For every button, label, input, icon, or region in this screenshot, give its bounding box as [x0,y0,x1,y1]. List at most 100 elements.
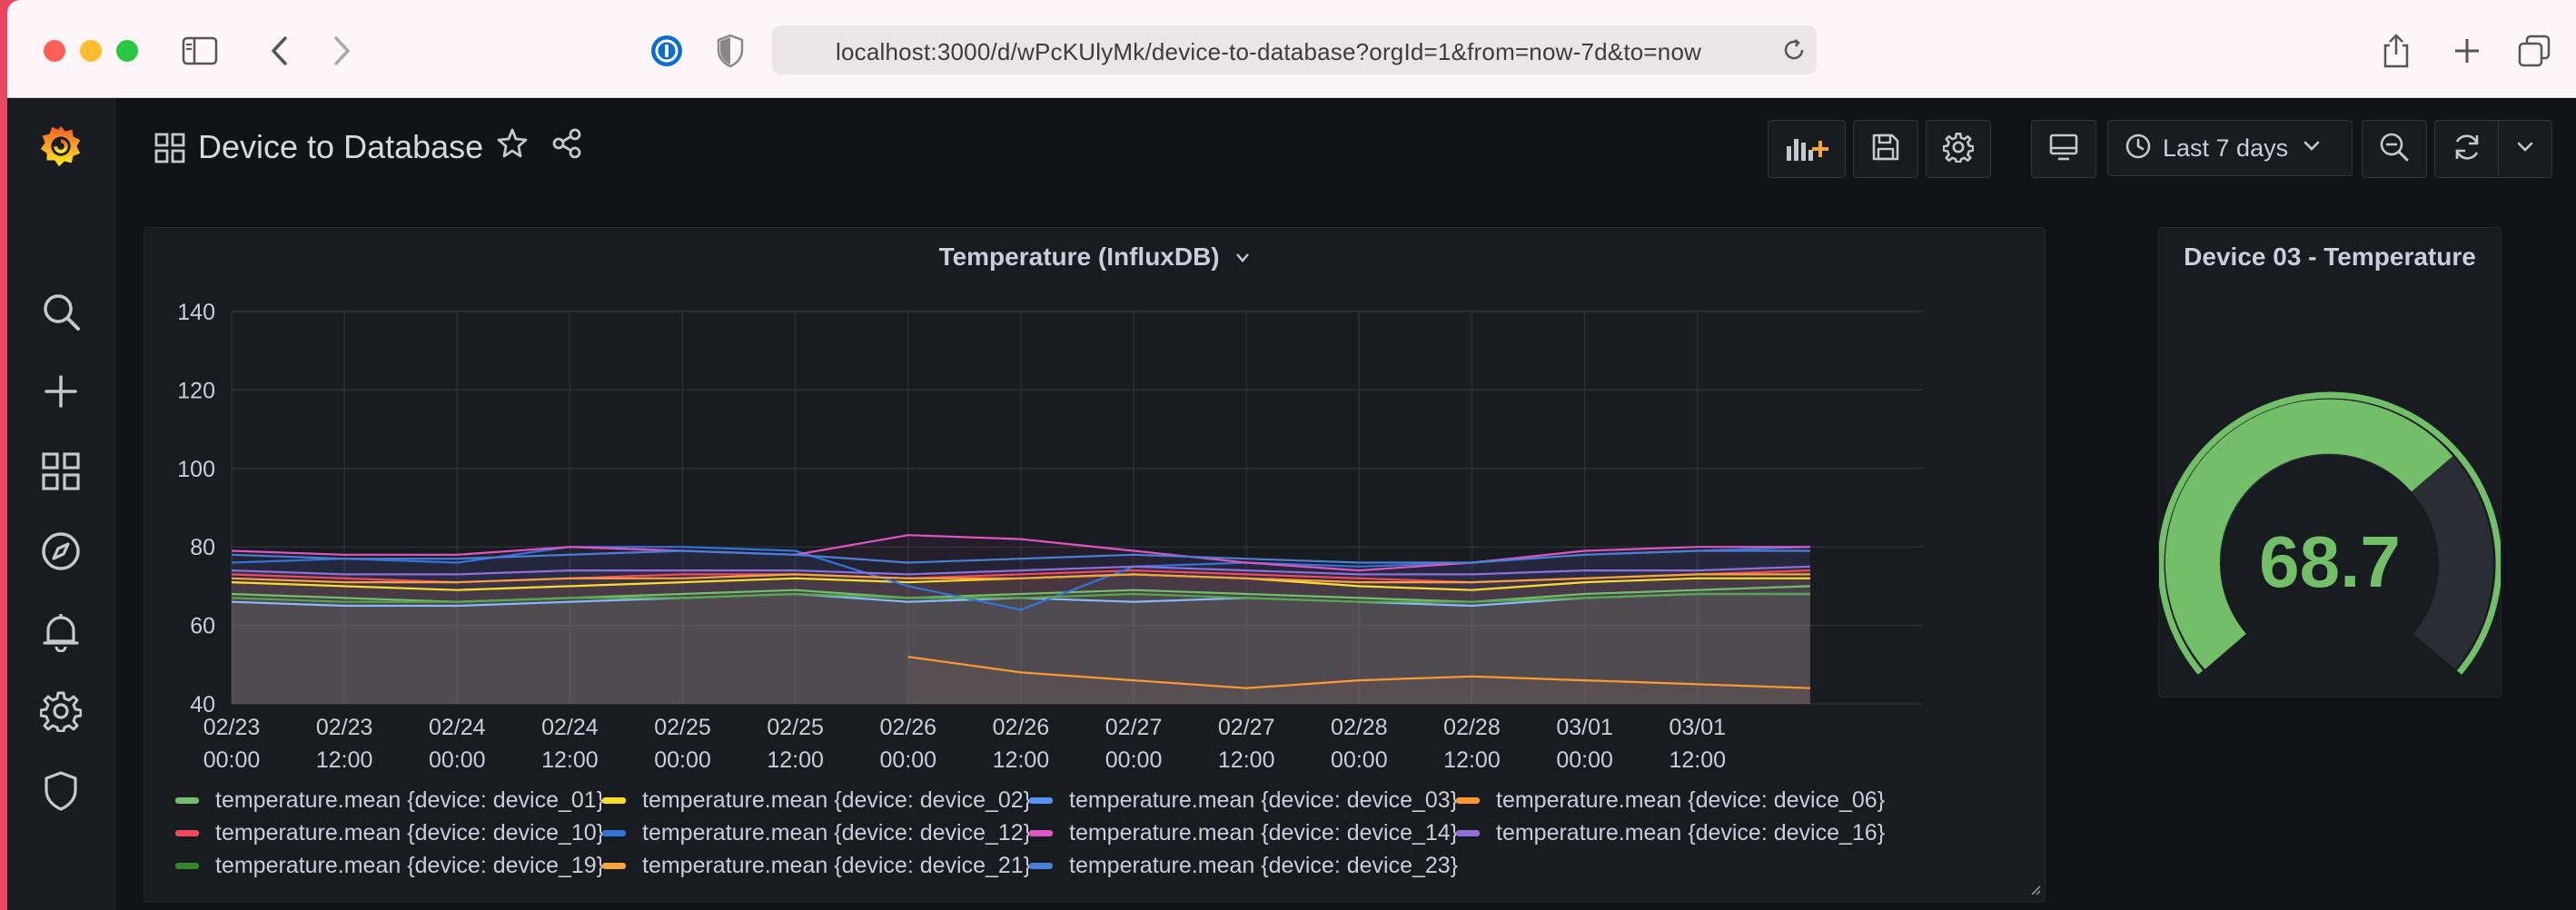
gauge-panel-title[interactable]: Device 03 - Temperature [2184,242,2476,271]
forward-icon[interactable] [318,27,365,74]
series-line [231,573,1810,584]
legend-swatch [1029,797,1053,804]
legend-item[interactable]: temperature.mean {device: device_21} [602,853,1031,879]
back-icon[interactable] [256,27,303,74]
device-03-gauge-panel: Device 03 - Temperature 68.7 [2158,227,2502,697]
refresh-interval-dropdown[interactable] [2498,120,2552,178]
zoom-out-icon [2379,132,2410,167]
save-dashboard-button[interactable] [1853,120,1918,178]
gear-icon [1942,132,1975,167]
series-line [231,534,1810,572]
series-line [231,592,1810,603]
close-window-button[interactable] [44,40,65,62]
password-manager-icon[interactable] [643,27,690,74]
x-tick-time: 12:00 [541,747,599,773]
legend-swatch [1456,830,1480,836]
x-tick-date: 02/25 [767,715,824,740]
legend-swatch [175,863,199,869]
star-icon[interactable] [496,127,529,164]
chart-lines [231,534,1810,689]
gauge-threshold-ring [2159,391,2501,675]
legend-label: temperature.mean {device: device_16} [1496,820,1886,846]
gauge-fill [2165,399,2453,669]
legend-item[interactable]: temperature.mean {device: device_06} [1456,787,1885,814]
legend-item[interactable]: temperature.mean {device: device_19} [175,853,604,879]
y-tick-label: 60 [190,614,215,639]
new-tab-icon[interactable] [2443,27,2491,74]
legend-swatch [1029,863,1053,869]
y-axis-ticks: 40 60 80 100 120 140 [177,300,215,717]
temperature-panel: Temperature (InfluxDB) 40 60 80 100 120 140 0… [144,227,2046,903]
share-dashboard-icon[interactable] [550,127,583,164]
chevron-down-icon [2516,141,2534,158]
legend-item[interactable]: temperature.mean {device: device_14} [1029,820,1458,846]
address-bar-url: localhost:3000/d/wPcKUlyMk/device-to-dat… [836,38,1702,65]
series-area [232,574,1810,704]
plus-icon[interactable] [35,365,87,418]
legend-swatch [602,797,626,804]
share-icon[interactable] [2373,27,2420,74]
tab-overview-icon[interactable] [2511,27,2558,74]
legend-label: temperature.mean {device: device_19} [215,853,605,878]
legend-item[interactable]: temperature.mean {device: device_12} [602,820,1031,846]
zoom-window-button[interactable] [116,40,138,62]
privacy-shield-icon[interactable] [707,27,754,74]
legend-swatch [175,830,199,836]
save-icon [1871,133,1900,166]
time-range-picker[interactable]: Last 7 days [2107,120,2353,176]
refresh-button[interactable] [2434,120,2500,178]
minimize-window-button[interactable] [80,40,102,62]
add-panel-button[interactable] [1768,120,1846,178]
resize-handle-icon[interactable] [2028,883,2041,900]
x-tick-time: 12:00 [993,747,1050,773]
series-area [232,594,1810,704]
search-icon[interactable] [35,285,87,338]
dashboard-settings-button[interactable] [1926,120,1991,178]
x-tick-time: 00:00 [1556,747,1613,773]
dashboard-title[interactable]: Device to Database [198,128,484,165]
x-tick-time: 00:00 [1331,747,1388,773]
chart-grid [231,311,1923,705]
dashboards-icon[interactable] [35,445,87,498]
series-area [232,547,1810,704]
cycle-view-mode-button[interactable] [2031,120,2096,178]
x-tick-time: 00:00 [654,747,711,773]
monitor-icon [2048,133,2079,166]
series-area [232,586,1810,704]
legend-item[interactable]: temperature.mean {device: device_10} [175,820,604,846]
legend-swatch [1029,830,1053,836]
explore-icon[interactable] [35,525,87,578]
x-tick-date: 02/23 [203,715,261,740]
x-tick-date: 02/24 [541,715,599,740]
legend-swatch [602,863,626,869]
y-tick-label: 40 [190,692,215,717]
legend-item[interactable]: temperature.mean {device: device_01} [175,787,604,814]
server-admin-icon[interactable] [35,765,87,817]
sidebar-toggle-icon[interactable] [176,27,223,74]
legend-label: temperature.mean {device: device_06} [1496,787,1886,813]
address-bar[interactable]: localhost:3000/d/wPcKUlyMk/device-to-dat… [772,25,1817,74]
zoom-out-button[interactable] [2362,120,2427,178]
legend-item[interactable]: temperature.mean {device: device_16} [1456,820,1885,846]
gauge-value: 68.7 [2259,521,2401,602]
x-tick-date: 02/23 [316,715,373,740]
chevron-down-icon [2303,140,2321,157]
legend-item[interactable]: temperature.mean {device: device_23} [1029,853,1458,879]
reload-icon[interactable] [1780,36,1808,68]
grafana-logo-icon[interactable] [35,122,87,174]
series-line [231,549,1810,564]
series-area [232,594,1810,704]
series-line [907,656,1810,689]
temperature-panel-header[interactable]: Temperature (InfluxDB) [144,242,2045,272]
legend-label: temperature.mean {device: device_02} [642,787,1032,813]
legend-item[interactable]: temperature.mean {device: device_03} [1029,787,1458,814]
alerting-icon[interactable] [35,605,87,658]
legend-label: temperature.mean {device: device_03} [1069,787,1459,813]
x-tick-date: 03/01 [1669,715,1726,740]
legend-item[interactable]: temperature.mean {device: device_02} [602,787,1031,814]
x-tick-date: 02/25 [654,715,711,740]
configuration-icon[interactable] [35,685,87,737]
dashboard-header: Device to Database [114,98,2576,198]
x-tick-time: 00:00 [429,747,486,773]
